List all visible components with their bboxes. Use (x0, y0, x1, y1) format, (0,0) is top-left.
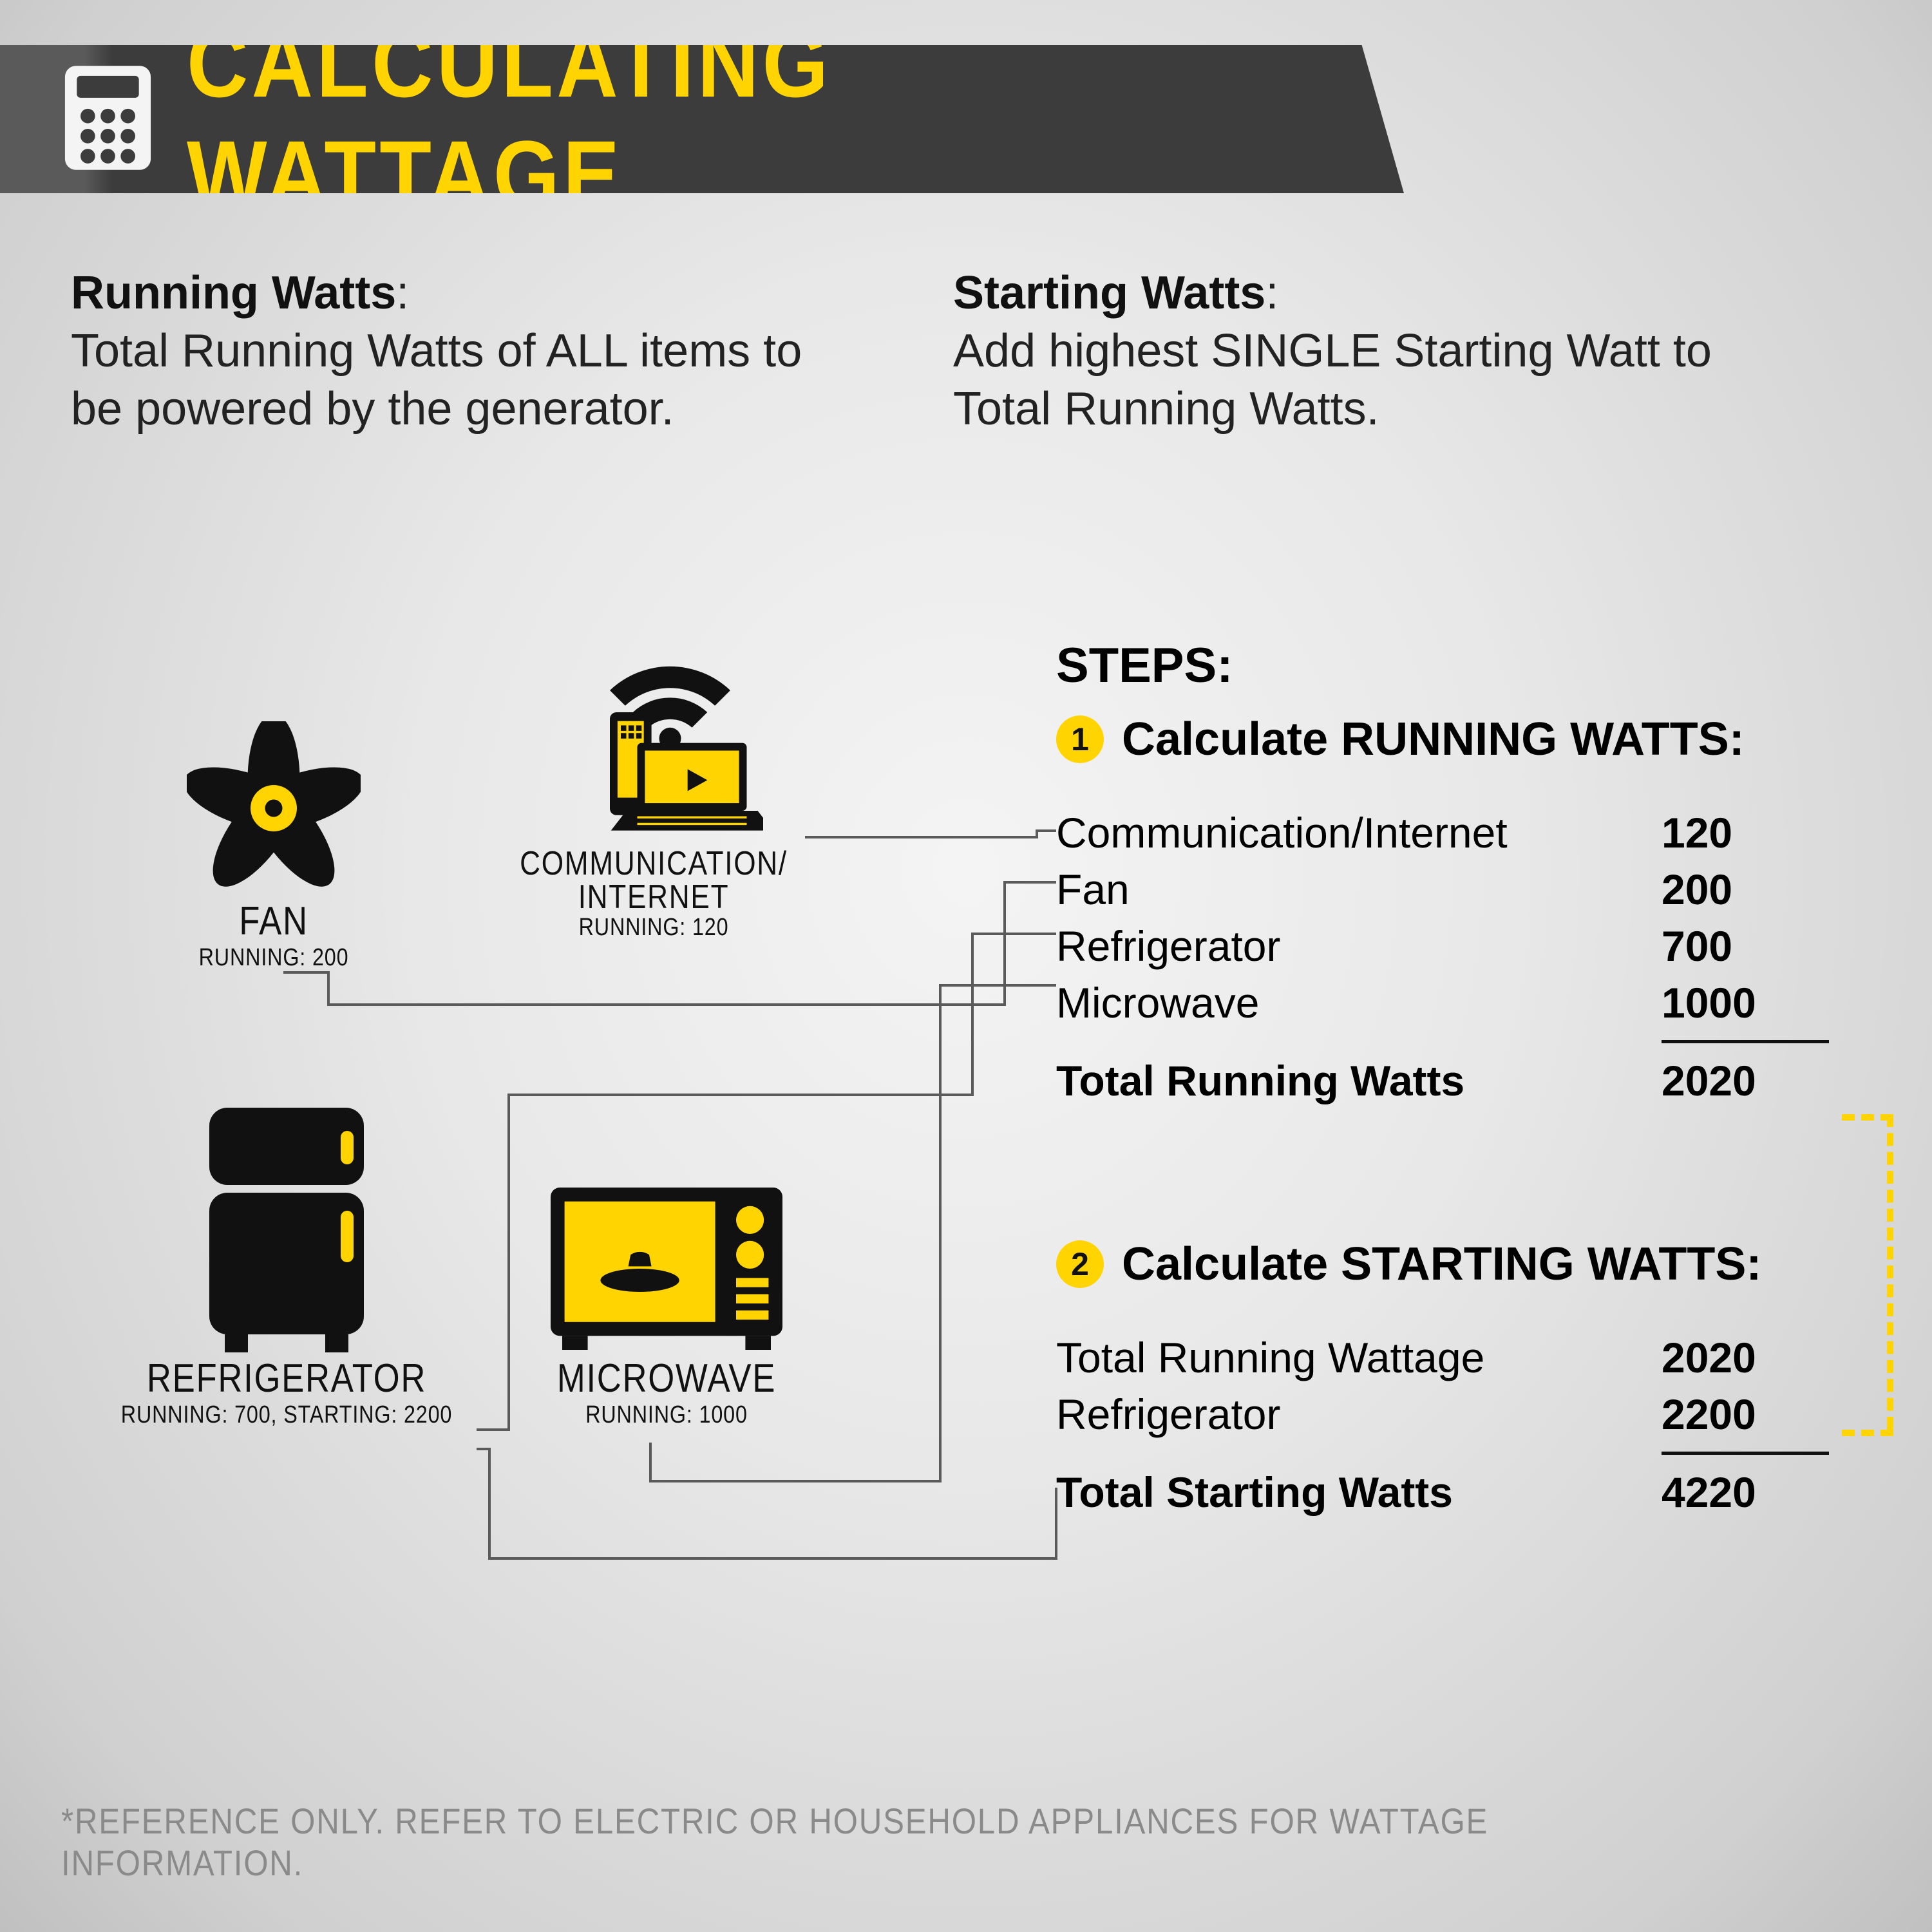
calculator-icon (61, 63, 155, 176)
step1-title: Calculate RUNNING WATTS: (1122, 713, 1745, 766)
table-row: Refrigerator700 (1056, 918, 1829, 974)
running-watts-title: Running Watts (71, 267, 396, 319)
microwave-sub: RUNNING: 1000 (524, 1401, 809, 1429)
definitions-row: Running Watts: Total Running Watts of AL… (71, 264, 1932, 438)
table-row: Fan200 (1056, 861, 1829, 918)
appliance-fan: FAN RUNNING: 200 (138, 721, 409, 972)
appliance-microwave: MICROWAVE RUNNING: 1000 (499, 1185, 834, 1429)
microwave-icon (551, 1344, 782, 1355)
comm-label: COMMUNICATION/ INTERNET (511, 847, 796, 914)
steps-panel: STEPS: 1 Calculate RUNNING WATTS: Commun… (1056, 638, 1893, 1520)
header-bar: CALCULATING WATTAGE (0, 45, 1404, 193)
fan-sub: RUNNING: 200 (159, 944, 389, 972)
running-watts-text: Total Running Watts of ALL items to be p… (71, 322, 857, 438)
starting-watts-definition: Starting Watts: Add highest SINGLE Start… (953, 264, 1739, 438)
step2-title: Calculate STARTING WATTS: (1122, 1238, 1761, 1291)
starting-watts-text: Add highest SINGLE Starting Watt to Tota… (953, 322, 1739, 438)
fan-icon (187, 887, 361, 898)
table-row: Refrigerator2200 (1056, 1386, 1829, 1443)
table-row: Total Running Wattage2020 (1056, 1329, 1829, 1386)
fan-label: FAN (159, 898, 389, 944)
refrigerator-sub: RUNNING: 700, STARTING: 2200 (90, 1401, 484, 1429)
refrigerator-label: REFRIGERATOR (90, 1356, 484, 1401)
table-row: Microwave1000 (1056, 974, 1829, 1031)
step2-title-row: 2 Calculate STARTING WATTS: (1056, 1238, 1893, 1291)
running-watts-definition: Running Watts: Total Running Watts of AL… (71, 264, 857, 438)
rule (1662, 1452, 1829, 1455)
starting-watts-title: Starting Watts (953, 267, 1265, 319)
table-row: Communication/Internet120 (1056, 804, 1829, 861)
appliance-refrigerator: REFRIGERATOR RUNNING: 700, STARTING: 220… (55, 1108, 518, 1429)
step2-total-row: Total Starting Watts4220 (1056, 1464, 1829, 1520)
step1-title-row: 1 Calculate RUNNING WATTS: (1056, 713, 1893, 766)
rule (1662, 1040, 1829, 1043)
step1-table: Communication/Internet120 Fan200 Refrige… (1056, 804, 1829, 1109)
step2-number: 2 (1056, 1240, 1104, 1288)
refrigerator-icon (196, 1344, 377, 1355)
appliance-comm: COMMUNICATION/ INTERNET RUNNING: 120 (486, 625, 821, 942)
step2-table: Total Running Wattage2020 Refrigerator22… (1056, 1329, 1829, 1520)
page-title: CALCULATING WATTAGE (187, 8, 1258, 231)
steps-heading: STEPS: (1056, 638, 1893, 694)
step1-total-row: Total Running Watts2020 (1056, 1052, 1829, 1109)
microwave-label: MICROWAVE (524, 1356, 809, 1401)
step1-number: 1 (1056, 715, 1104, 763)
footer-note: *REFERENCE ONLY. REFER TO ELECTRIC OR HO… (61, 1800, 1707, 1884)
comm-sub: RUNNING: 120 (511, 914, 796, 942)
